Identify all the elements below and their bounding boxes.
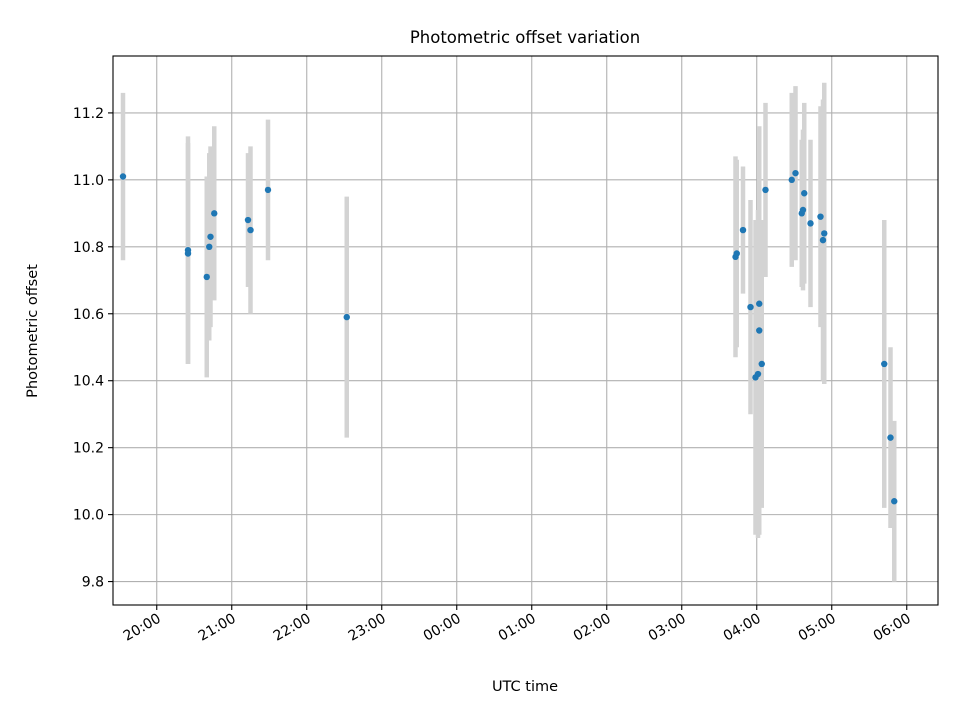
data-point xyxy=(799,206,807,214)
x-axis-label: UTC time xyxy=(492,679,558,695)
y-tick-label: 9.8 xyxy=(82,575,104,591)
data-point xyxy=(747,303,754,311)
x-tick-label: 06:00 xyxy=(871,611,914,645)
data-point xyxy=(817,213,824,220)
data-point xyxy=(207,233,214,240)
data-point xyxy=(762,186,769,194)
data-point xyxy=(801,190,808,197)
data-point xyxy=(788,176,795,184)
y-axis-ticks: 9.8 10.0 10.2 10.4 10.6 10.8 11.0 11.2 xyxy=(73,106,113,591)
x-tick-label: 23:00 xyxy=(346,611,389,645)
x-tick-label: 20:00 xyxy=(121,611,164,645)
data-point xyxy=(119,173,127,180)
y-tick-label: 11.0 xyxy=(73,173,104,189)
data-point xyxy=(733,250,740,257)
data-point xyxy=(891,498,898,505)
data-point xyxy=(792,169,799,177)
grid xyxy=(113,56,938,605)
data-point xyxy=(819,236,827,244)
y-tick-label: 10.8 xyxy=(73,240,104,256)
y-tick-label: 11.2 xyxy=(73,106,104,122)
data-point xyxy=(244,216,252,224)
data-point xyxy=(754,370,762,378)
x-tick-label: 03:00 xyxy=(646,611,689,645)
data-point xyxy=(206,243,213,251)
point-layer xyxy=(119,169,898,505)
chart-title: Photometric offset variation xyxy=(410,28,640,47)
data-point xyxy=(264,186,272,194)
data-point xyxy=(739,226,747,234)
data-point xyxy=(343,313,350,321)
data-point xyxy=(203,273,210,281)
x-tick-label: 05:00 xyxy=(796,611,839,645)
data-point xyxy=(184,250,192,257)
x-axis-ticks: 20:00 21:00 22:00 23:00 00:00 01:00 02:00 03:00… xyxy=(121,605,914,645)
x-tick-label: 01:00 xyxy=(496,611,539,645)
y-tick-label: 10.6 xyxy=(73,307,104,323)
y-tick-label: 10.2 xyxy=(73,441,104,457)
data-point xyxy=(881,360,888,368)
x-tick-label: 21:00 xyxy=(196,611,239,645)
data-point xyxy=(211,210,218,217)
data-point xyxy=(887,434,894,441)
x-tick-label: 22:00 xyxy=(271,611,314,645)
x-tick-label: 00:00 xyxy=(421,611,464,645)
data-point xyxy=(807,220,814,227)
data-point xyxy=(821,230,828,237)
y-tick-label: 10.0 xyxy=(73,508,104,524)
data-point xyxy=(756,300,763,307)
data-point xyxy=(247,226,254,234)
data-point xyxy=(758,360,765,368)
errorbar-layer xyxy=(120,82,897,582)
x-tick-label: 02:00 xyxy=(571,611,614,645)
y-axis-label: Photometric offset xyxy=(25,264,41,398)
data-point xyxy=(756,327,763,334)
plot-frame xyxy=(112,55,939,606)
y-tick-label: 10.4 xyxy=(73,374,104,390)
x-tick-label: 04:00 xyxy=(721,611,764,645)
